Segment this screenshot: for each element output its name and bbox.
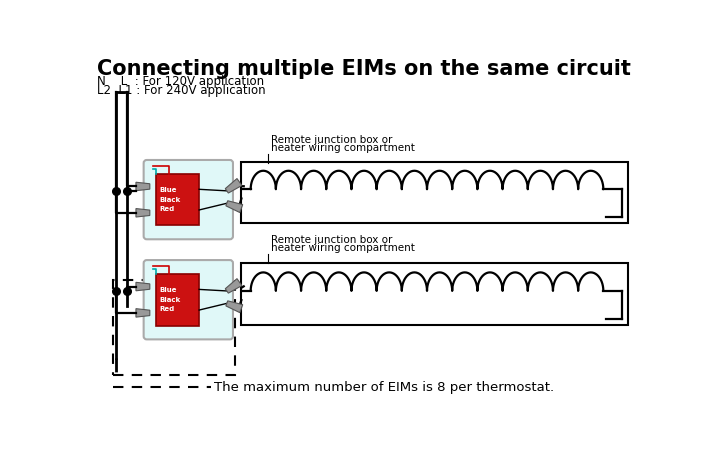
Text: N    L  : For 120V application: N L : For 120V application xyxy=(97,74,265,88)
Text: Black: Black xyxy=(159,197,180,202)
Polygon shape xyxy=(136,309,150,317)
Bar xyxy=(113,280,235,375)
Bar xyxy=(156,274,199,326)
Text: The maximum number of EIMs is 8 per thermostat.: The maximum number of EIMs is 8 per ther… xyxy=(215,380,555,394)
Bar xyxy=(241,263,628,325)
Text: Black: Black xyxy=(159,297,180,303)
Text: heater wiring compartment: heater wiring compartment xyxy=(271,243,415,253)
FancyBboxPatch shape xyxy=(144,160,233,239)
Text: Remote junction box or: Remote junction box or xyxy=(271,134,393,144)
Text: heater wiring compartment: heater wiring compartment xyxy=(271,143,415,153)
Polygon shape xyxy=(136,182,150,191)
Bar xyxy=(156,174,199,226)
Text: Red: Red xyxy=(159,206,174,212)
FancyBboxPatch shape xyxy=(144,260,233,340)
Text: L2  L1 : For 240V application: L2 L1 : For 240V application xyxy=(97,84,266,97)
Polygon shape xyxy=(226,178,242,193)
Text: Remote junction box or: Remote junction box or xyxy=(271,235,393,245)
Polygon shape xyxy=(226,301,243,313)
Polygon shape xyxy=(136,208,150,217)
Bar xyxy=(241,162,628,223)
Polygon shape xyxy=(136,282,150,291)
Text: Connecting multiple EIMs on the same circuit: Connecting multiple EIMs on the same cir… xyxy=(97,59,632,79)
Text: Red: Red xyxy=(159,306,174,312)
Text: Blue: Blue xyxy=(159,287,177,293)
Polygon shape xyxy=(226,279,242,293)
Polygon shape xyxy=(226,201,243,212)
Text: Blue: Blue xyxy=(159,188,177,193)
